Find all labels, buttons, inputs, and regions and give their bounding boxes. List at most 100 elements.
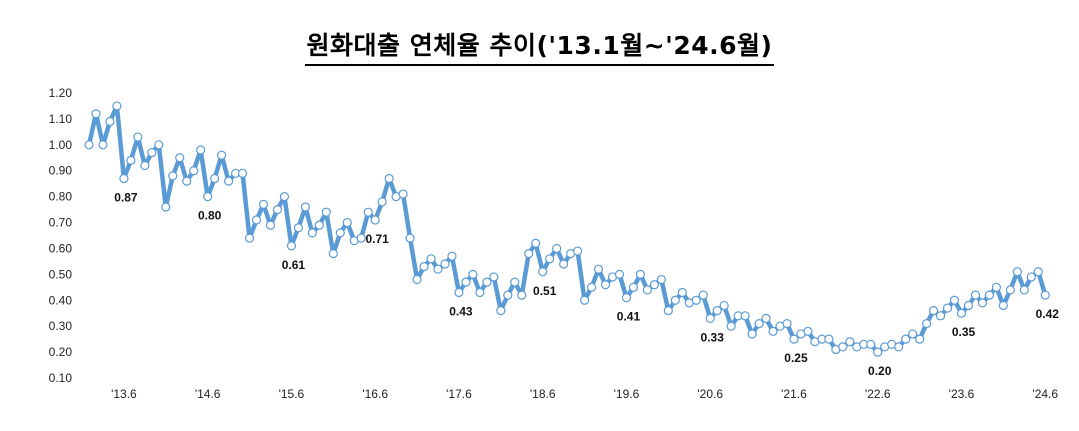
data-point xyxy=(363,207,373,217)
data-point xyxy=(398,189,408,199)
data-point xyxy=(824,334,834,344)
data-point xyxy=(656,274,666,285)
data-point xyxy=(621,293,632,303)
line-segment xyxy=(86,111,99,148)
y-tick-label: 0.60 xyxy=(49,241,73,255)
x-tick-label: '16.6 xyxy=(362,387,388,401)
data-point xyxy=(921,318,932,329)
y-tick-label: 1.00 xyxy=(49,138,73,152)
data-point xyxy=(928,306,939,316)
y-tick-label: 0.70 xyxy=(49,216,73,230)
data-point xyxy=(461,277,471,287)
data-point xyxy=(203,192,213,202)
data-point xyxy=(1005,285,1015,295)
data-point xyxy=(321,207,331,217)
line-segment xyxy=(135,134,148,168)
data-point xyxy=(98,140,108,150)
data-point xyxy=(279,192,290,202)
data-point xyxy=(552,243,562,254)
data-point xyxy=(84,140,94,150)
data-point xyxy=(677,287,687,298)
data-point xyxy=(635,269,646,279)
data-point xyxy=(803,326,813,336)
data-point xyxy=(370,215,380,225)
data-point xyxy=(210,173,220,184)
data-point xyxy=(649,280,659,290)
line-segment xyxy=(114,103,127,181)
data-point xyxy=(559,259,569,269)
data-point xyxy=(426,254,436,264)
data-point xyxy=(970,290,981,300)
data-point xyxy=(998,300,1008,311)
data-point xyxy=(524,249,534,259)
data-point xyxy=(300,202,310,212)
data-point xyxy=(977,298,988,308)
line-segment xyxy=(93,111,106,148)
data-point xyxy=(579,295,590,305)
data-label: 0.33 xyxy=(701,330,725,344)
data-point xyxy=(224,176,234,186)
data-point xyxy=(182,176,192,186)
data-point xyxy=(147,147,157,158)
data-point xyxy=(272,204,283,215)
data-point xyxy=(935,311,946,321)
data-point xyxy=(642,285,653,295)
data-point xyxy=(782,318,792,329)
data-point xyxy=(545,254,555,264)
data-point xyxy=(161,202,171,212)
data-point xyxy=(1026,272,1036,282)
data-label: 0.51 xyxy=(533,284,557,298)
data-point xyxy=(838,342,848,352)
x-tick-label: '13.6 xyxy=(111,387,137,401)
data-point xyxy=(237,168,248,178)
line-segment xyxy=(282,194,294,249)
data-point xyxy=(314,220,324,230)
data-point xyxy=(593,264,604,274)
data-point xyxy=(698,290,708,300)
data-point xyxy=(119,173,129,184)
data-point xyxy=(538,267,548,277)
y-tick-label: 0.30 xyxy=(49,319,73,333)
data-point xyxy=(901,334,911,344)
data-point xyxy=(572,246,583,256)
data-point xyxy=(454,287,464,298)
line-segment xyxy=(491,274,504,313)
x-tick-label: '15.6 xyxy=(279,387,305,401)
data-point xyxy=(258,199,269,210)
data-point xyxy=(873,347,883,357)
data-label: 0.35 xyxy=(952,325,976,339)
line-segment xyxy=(407,235,420,282)
data-point xyxy=(112,101,122,111)
data-point xyxy=(168,171,178,181)
x-axis-ticks: '13.6 '14.6 '15.6 '16.6 '17.6 '18.6 '19.6 '20.6… xyxy=(111,387,1058,401)
data-point xyxy=(342,217,352,228)
data-point xyxy=(670,295,680,305)
data-point xyxy=(761,313,771,324)
data-point xyxy=(433,264,443,274)
line-segment xyxy=(575,248,587,303)
data-point xyxy=(475,287,485,298)
data-label: 0.41 xyxy=(617,310,641,324)
line-segment xyxy=(449,253,462,295)
data-point xyxy=(328,249,338,259)
data-point xyxy=(726,321,736,331)
data-point xyxy=(628,282,639,292)
data-point xyxy=(754,318,764,329)
data-point xyxy=(942,303,953,313)
data-point xyxy=(894,342,904,352)
y-tick-label: 0.10 xyxy=(49,371,73,385)
data-label: 0.87 xyxy=(114,191,138,205)
data-point xyxy=(1033,267,1043,277)
data-point xyxy=(586,282,597,292)
line-segment xyxy=(400,191,413,241)
x-tick-label: '24.6 xyxy=(1032,387,1058,401)
x-tick-label: '20.6 xyxy=(697,387,723,401)
data-point xyxy=(189,166,199,176)
data-point xyxy=(991,282,1002,292)
data-point xyxy=(244,233,255,243)
line-segment xyxy=(156,142,169,210)
data-label: 0.61 xyxy=(282,258,306,272)
x-tick-label: '14.6 xyxy=(195,387,221,401)
line-segment xyxy=(163,173,176,210)
data-point xyxy=(482,277,492,287)
